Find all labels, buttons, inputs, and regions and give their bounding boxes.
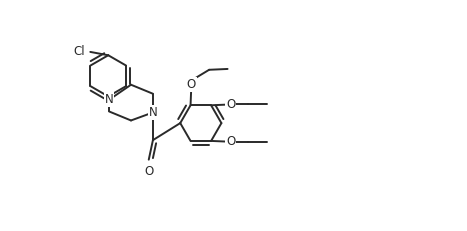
Text: Cl: Cl: [74, 45, 85, 58]
Text: O: O: [187, 78, 196, 91]
Text: O: O: [226, 98, 235, 111]
Text: N: N: [105, 93, 113, 106]
Text: O: O: [226, 135, 235, 148]
Text: O: O: [144, 165, 153, 178]
Text: N: N: [149, 106, 157, 119]
